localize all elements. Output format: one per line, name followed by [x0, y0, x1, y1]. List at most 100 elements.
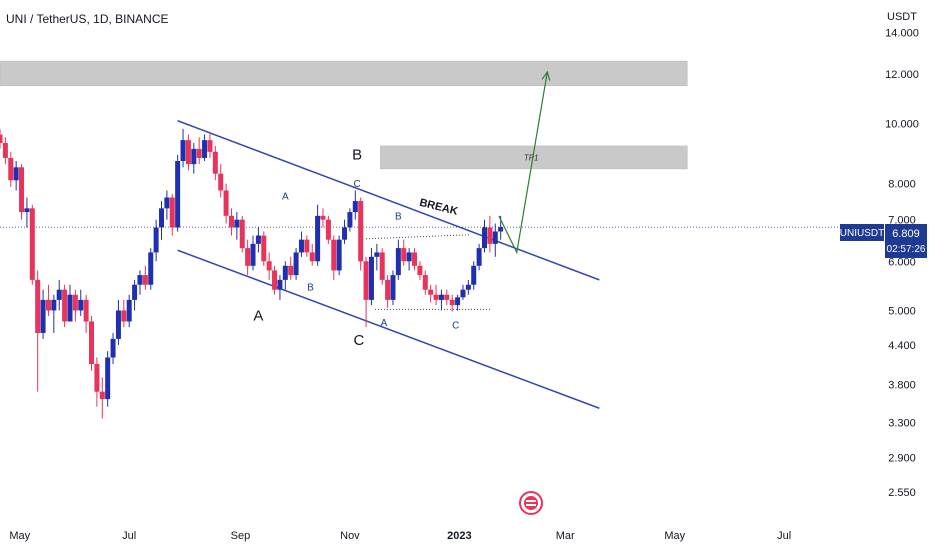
candle-body [487, 227, 493, 244]
wave-label-break: BREAK [418, 197, 459, 218]
time-tick-label: May [664, 530, 685, 542]
candle-body [422, 275, 428, 290]
candle [342, 219, 348, 244]
time-tick-label: Jul [777, 530, 791, 542]
time-tick-label: 2023 [447, 530, 471, 542]
candle [56, 279, 62, 311]
wave-label-b: B [352, 146, 362, 163]
candle [460, 284, 466, 300]
candle [202, 134, 208, 162]
resistance-zones: TP1 [0, 60, 688, 170]
candle-body [24, 208, 30, 213]
candle [126, 294, 132, 328]
bar-countdown: 02:57:26 [887, 244, 926, 255]
price-axis[interactable]: USDT 14.000 12.000 10.000 8.000 7.000 6.000 5.0… [885, 11, 919, 499]
candle-body [460, 289, 466, 298]
candle-body [228, 215, 234, 228]
time-tick-label: Jul [122, 530, 136, 542]
candle-body [142, 275, 148, 285]
candle [78, 289, 84, 316]
zone-label-tp1: TP1 [524, 153, 539, 162]
candle [455, 294, 461, 311]
price-tick-label: 4.400 [888, 340, 916, 352]
candle-body [62, 289, 68, 322]
candle-body [67, 294, 73, 322]
zone-2 [380, 145, 688, 170]
candle-body [293, 252, 299, 276]
candle-body [438, 294, 444, 300]
candle-body [72, 294, 78, 311]
candle [347, 208, 353, 232]
candle-body [180, 140, 186, 162]
candle-body [35, 279, 41, 333]
candle [379, 248, 385, 285]
candle [476, 243, 482, 271]
projection-arrow [498, 70, 551, 255]
wave-label-c: C [353, 332, 364, 349]
candle-body [153, 227, 159, 253]
candle [412, 248, 418, 271]
candle [272, 265, 278, 295]
candle-body [390, 275, 396, 300]
candle [2, 137, 8, 165]
candle-body [401, 248, 407, 262]
candle-body [223, 190, 229, 216]
candle-body [277, 279, 283, 290]
price-tick-label: 2.900 [888, 452, 916, 464]
candle [105, 351, 111, 407]
candle [363, 256, 369, 328]
candle [298, 231, 304, 257]
candle-body [282, 265, 288, 280]
candle-body [185, 140, 191, 165]
candle-body [99, 391, 105, 400]
candle [121, 299, 127, 328]
price-tick-label: 2.550 [888, 487, 916, 499]
candle-body [315, 215, 321, 262]
candle-body [498, 227, 504, 232]
candle [196, 137, 202, 165]
time-tick-label: May [9, 530, 30, 542]
candle-body [255, 235, 261, 244]
candle [137, 270, 143, 295]
candle [191, 143, 197, 174]
candle [374, 243, 380, 271]
candle [89, 315, 95, 371]
candle [255, 227, 261, 253]
time-axis[interactable]: May Jul Sep Nov 2023 Mar May Jul [9, 530, 791, 542]
candle-body [412, 252, 418, 266]
candle-body [342, 227, 348, 240]
candle [234, 212, 240, 240]
candle [331, 235, 337, 280]
candle-body [169, 197, 175, 228]
candle [261, 231, 267, 266]
candle [487, 215, 493, 253]
candle-body [29, 208, 35, 280]
candle [35, 270, 41, 392]
candle [471, 261, 477, 290]
candle [336, 235, 342, 276]
candle [239, 215, 245, 253]
candle [180, 128, 186, 168]
candle-body [218, 173, 224, 191]
candle-body [379, 252, 385, 280]
candle [325, 215, 331, 244]
price-tick-label: 14.000 [885, 28, 919, 40]
candle [223, 183, 229, 224]
candle-body [121, 310, 127, 322]
candle [282, 261, 288, 290]
candle [481, 219, 487, 253]
candle [212, 145, 218, 181]
candle-body [298, 239, 304, 253]
candle-body [45, 299, 51, 311]
candle [309, 243, 315, 266]
candle [67, 284, 73, 322]
candle [62, 284, 68, 328]
price-tick-label: 3.300 [888, 418, 916, 430]
candle [218, 164, 224, 198]
candle-body [105, 357, 111, 400]
candle-body [207, 140, 213, 152]
candle-body [126, 299, 132, 322]
candle-body [272, 270, 278, 290]
candle-body [471, 265, 477, 285]
